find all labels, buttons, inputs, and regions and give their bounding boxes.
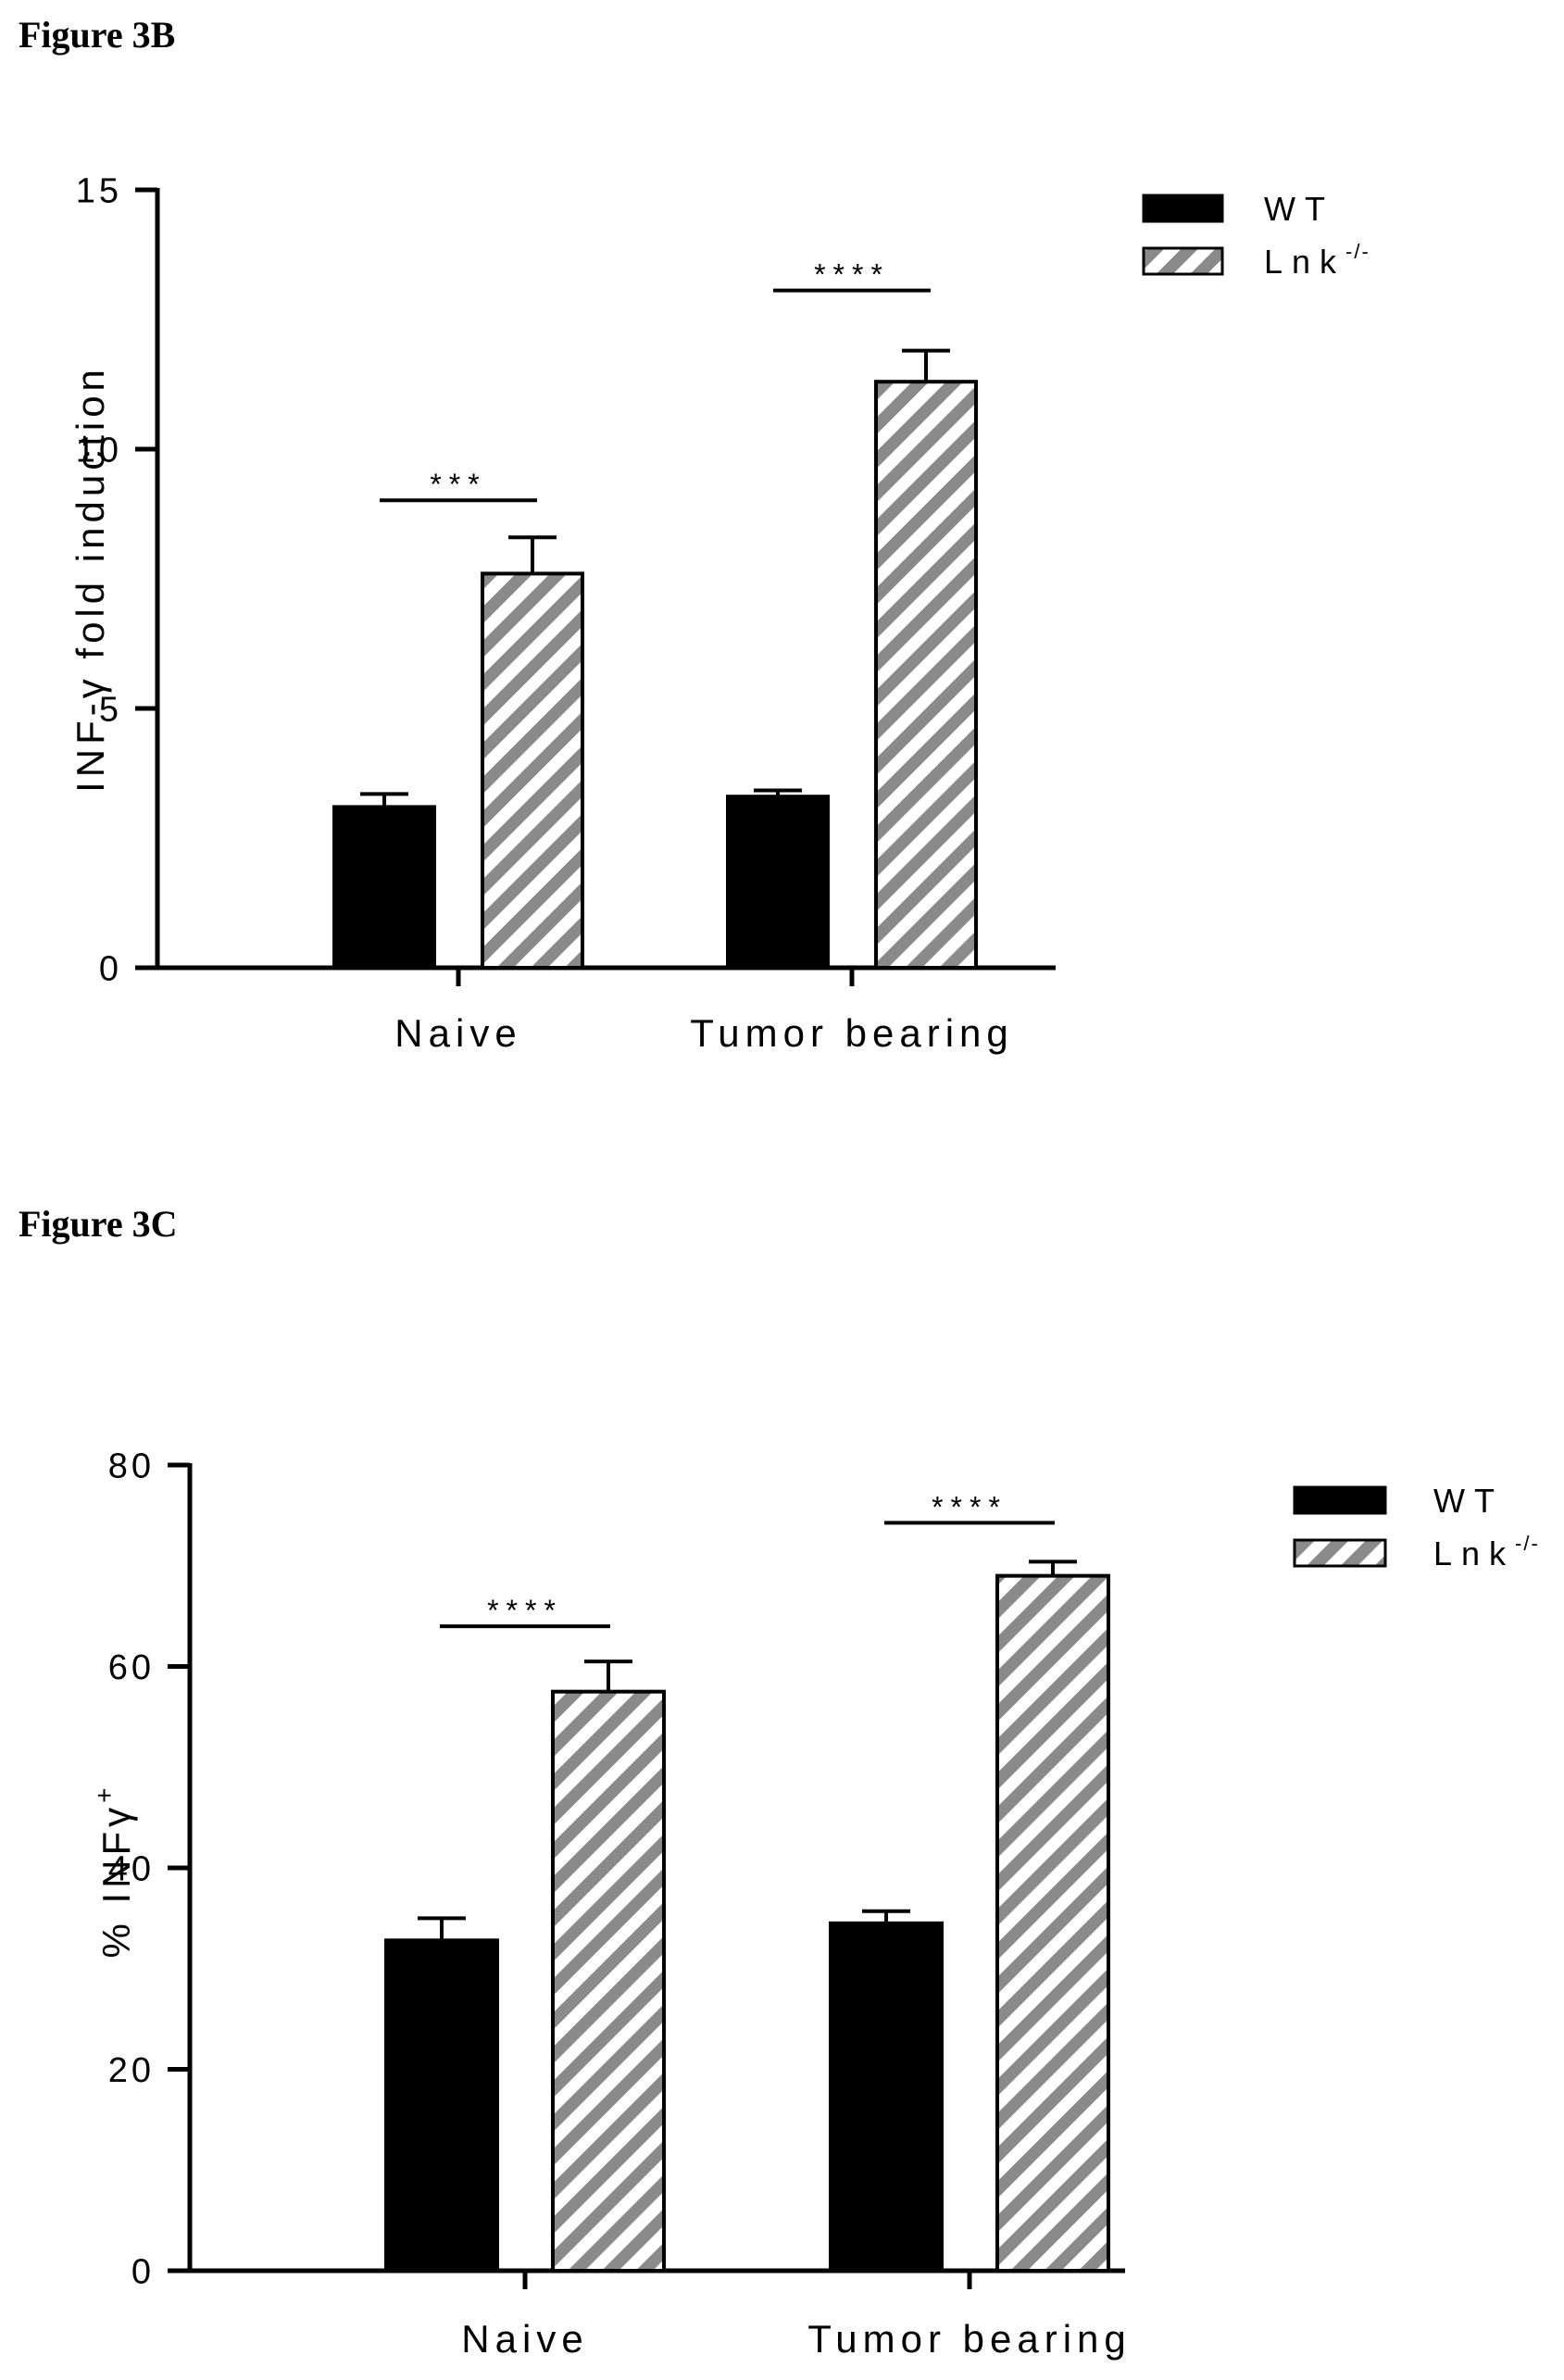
x-category-label: Tumor bearing <box>807 2317 1132 2361</box>
x-category-label: Naive <box>394 1011 521 1055</box>
bar-lnk-naive <box>551 1689 666 2273</box>
y-tick-label: 5 <box>99 691 122 730</box>
y-tick-label: 10 <box>76 432 122 470</box>
chart-figure-3b: 0 5 10 15 INF-γ fold induction Naive *** Tumor … <box>69 172 1370 1055</box>
y-axis-label: INF-γ fold induction <box>69 365 112 793</box>
significance-stars: *** <box>430 468 486 501</box>
bar-wt-tumor-bearing <box>726 795 830 971</box>
y-tick-label: 60 <box>108 1648 155 1687</box>
y-tick-label: 40 <box>108 1850 155 1889</box>
legend-swatch-wt <box>1293 1485 1387 1515</box>
bar-wt-naive <box>384 1938 499 2273</box>
figure-3c-label: Figure 3C <box>19 1203 178 1245</box>
significance-stars: **** <box>932 1490 1007 1523</box>
y-tick-label: 0 <box>99 950 122 989</box>
legend-label-lnk: Lnk-/- <box>1264 240 1370 281</box>
chart-figure-3c: 0 20 40 60 80 % INFγ+ Naive **** Tumor bearing **… <box>90 1447 1540 2361</box>
y-tick-label: 80 <box>108 1447 155 1486</box>
figure-3b-label: Figure 3B <box>19 14 176 56</box>
significance-stars: **** <box>814 258 890 292</box>
y-tick-label: 20 <box>108 2051 155 2090</box>
legend-label-wt: WT <box>1433 1482 1504 1520</box>
legend-label-lnk: Lnk-/- <box>1433 1532 1540 1572</box>
significance-stars: **** <box>487 1594 563 1627</box>
bar-lnk-tumor-bearing <box>995 1573 1110 2273</box>
legend-swatch-wt <box>1142 194 1224 223</box>
y-tick-label: 15 <box>76 172 122 211</box>
bar-lnk-tumor-bearing <box>874 380 978 970</box>
bar-wt-tumor-bearing <box>829 1921 944 2273</box>
x-category-label: Naive <box>461 2317 588 2361</box>
legend-swatch-lnk <box>1293 1538 1387 1568</box>
x-category-label: Tumor bearing <box>690 1011 1014 1055</box>
bar-wt-naive <box>332 805 436 971</box>
y-tick-label: 0 <box>131 2253 155 2292</box>
legend-swatch-lnk <box>1142 246 1224 276</box>
bar-lnk-naive <box>481 571 584 971</box>
legend-label-wt: WT <box>1264 190 1334 228</box>
y-axis-label: % INFγ+ <box>90 1783 138 1958</box>
